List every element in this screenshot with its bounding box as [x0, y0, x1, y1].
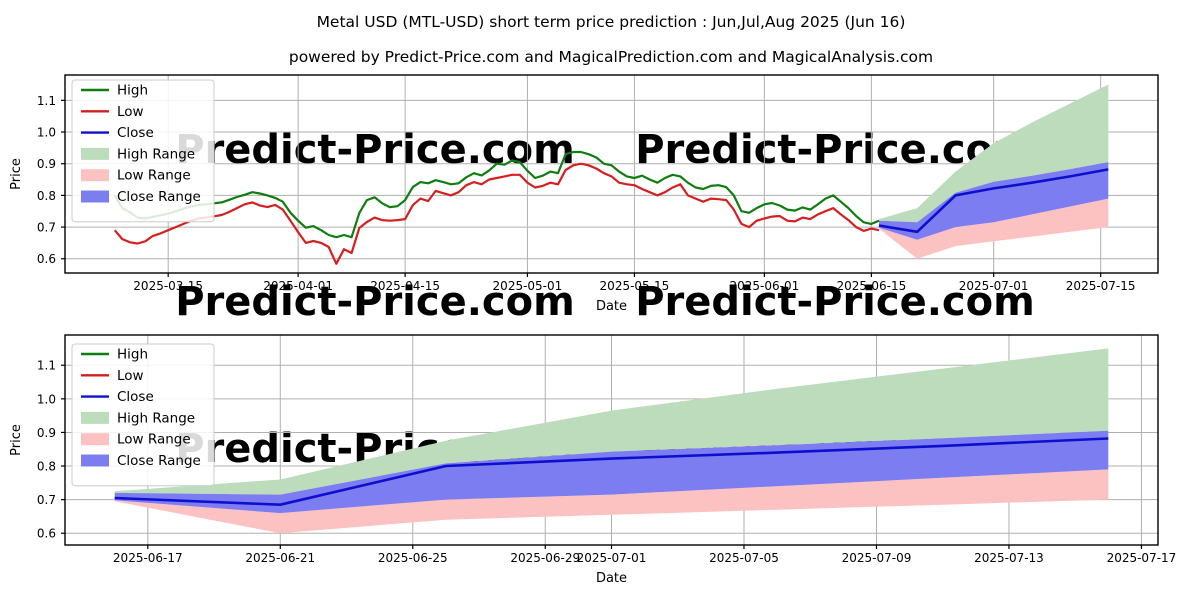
- high-range-legend-swatch: [81, 411, 109, 424]
- y-tick-label: 0.6: [37, 252, 56, 266]
- page-subtitle: powered by Predict-Price.com and Magical…: [289, 48, 933, 66]
- close-range-area: [879, 162, 1109, 240]
- high-range-area: [879, 84, 1109, 223]
- y-tick-label: 1.1: [37, 94, 56, 108]
- legend-item-label: Close Range: [117, 189, 201, 205]
- y-tick-label: 0.6: [37, 527, 56, 541]
- legend-item-label: Close Range: [117, 453, 201, 469]
- x-axis-label: Date: [596, 299, 627, 314]
- y-tick-label: 1.0: [37, 126, 56, 140]
- watermark-text: Predict-Price.com: [635, 279, 1035, 325]
- x-tick-label: 2025-07-01: [959, 279, 1029, 293]
- x-tick-label: 2025-07-05: [709, 551, 779, 565]
- high-range-area: [114, 348, 1109, 495]
- legend-item-label: High: [117, 347, 148, 363]
- y-tick-label: 0.8: [37, 189, 56, 203]
- x-tick-label: 2025-06-15: [836, 279, 906, 293]
- legend-item-label: Low Range: [117, 432, 191, 448]
- legend: High Low Close High Range Low Range Close Ran…: [71, 79, 215, 223]
- legend-item-label: High Range: [117, 146, 195, 162]
- legend-item-label: Low: [117, 368, 144, 384]
- low-range-legend-swatch: [81, 169, 109, 182]
- x-tick-label: 2025-05-01: [493, 279, 563, 293]
- x-tick-label: 2025-04-01: [263, 279, 333, 293]
- x-tick-label: 2025-06-01: [729, 279, 799, 293]
- x-tick-label: 2025-04-15: [370, 279, 440, 293]
- low-line: [113, 162, 880, 265]
- high-line: [113, 150, 880, 239]
- y-tick-label: 1.0: [37, 392, 56, 406]
- y-tick-label: 1.1: [37, 359, 56, 373]
- x-tick-label: 2025-07-15: [1066, 279, 1136, 293]
- legend-item-label: Close: [117, 125, 154, 141]
- close-range-area: [114, 430, 1109, 514]
- x-tick-label: 2025-06-17: [113, 551, 183, 565]
- legend-item-label: Low Range: [117, 168, 191, 184]
- close-range-legend-swatch: [81, 190, 109, 203]
- bottom-chart: 2025-06-17 2025-06-21 2025-06-25 2025-06-29…: [9, 334, 1177, 586]
- page-title: Metal USD (MTL-USD) short term price pre…: [317, 13, 906, 31]
- y-tick-label: 0.9: [37, 157, 56, 171]
- low-range-legend-swatch: [81, 433, 109, 446]
- x-tick-label: 2025-06-29: [510, 551, 580, 565]
- low-range-area: [114, 469, 1109, 534]
- top-chart: 2025-03-15 2025-04-01 2025-04-15 2025-05-01…: [9, 74, 1159, 314]
- x-tick-label: 2025-05-15: [600, 279, 670, 293]
- y-axis-label: Price: [9, 424, 24, 456]
- watermark-text: Predict-Price.com: [175, 279, 575, 325]
- y-tick-label: 0.8: [37, 460, 56, 474]
- x-tick-label: 2025-06-21: [245, 551, 315, 565]
- legend: High Low Close High Range Low Range Close Ran…: [71, 343, 215, 487]
- x-tick-label: 2025-07-13: [974, 551, 1044, 565]
- close-line: [114, 437, 1109, 507]
- high-range-legend-swatch: [81, 147, 109, 160]
- x-tick-label: 2025-03-15: [133, 279, 203, 293]
- x-tick-label: 2025-07-17: [1107, 551, 1177, 565]
- x-tick-label: 2025-06-25: [378, 551, 448, 565]
- y-tick-label: 0.9: [37, 426, 56, 440]
- y-tick-label: 0.7: [37, 221, 56, 235]
- legend-box: [71, 343, 215, 487]
- legend-box: [71, 79, 215, 223]
- legend-item-label: High Range: [117, 410, 195, 426]
- close-range-legend-swatch: [81, 454, 109, 467]
- axes-border: [64, 74, 1159, 274]
- x-tick-label: 2025-07-01: [577, 551, 647, 565]
- legend-item-label: Close: [117, 389, 154, 405]
- legend-item-label: High: [117, 83, 148, 99]
- legend-item-label: Low: [117, 104, 144, 120]
- y-tick-label: 0.7: [37, 493, 56, 507]
- x-axis-label: Date: [596, 571, 627, 586]
- x-tick-label: 2025-07-09: [842, 551, 912, 565]
- low-range-area: [879, 198, 1109, 259]
- y-axis-label: Price: [9, 158, 24, 190]
- close-line: [878, 168, 1109, 234]
- watermark-text: Predict-Price.com: [175, 127, 575, 173]
